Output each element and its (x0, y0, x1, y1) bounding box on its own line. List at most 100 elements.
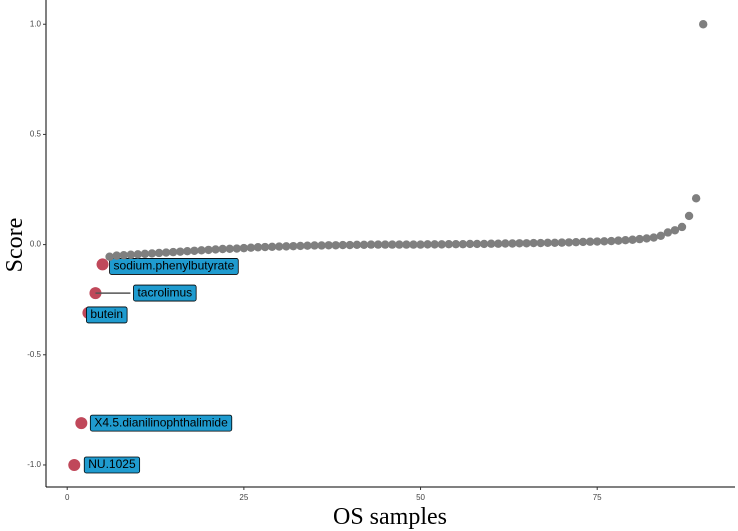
point (317, 241, 326, 250)
x-axis-title: OS samples (333, 504, 447, 530)
point (487, 239, 496, 248)
point (289, 241, 298, 251)
point (225, 244, 234, 253)
point (395, 240, 404, 249)
point (388, 240, 397, 249)
point (373, 240, 383, 249)
x-tick-label: 75 (593, 493, 602, 502)
point-label: NU.1025 (83, 456, 141, 474)
point (204, 245, 213, 255)
point (218, 244, 227, 254)
point (515, 239, 524, 248)
point (614, 236, 623, 245)
point (154, 248, 164, 258)
point (75, 417, 88, 430)
point (176, 247, 185, 256)
point (282, 242, 291, 251)
point (366, 240, 376, 249)
point (183, 247, 192, 256)
point (543, 238, 552, 248)
label-box (133, 284, 197, 302)
point (161, 248, 171, 257)
point (684, 211, 694, 221)
label-box (83, 456, 141, 474)
point (607, 236, 616, 246)
point (239, 243, 249, 253)
point (501, 239, 510, 248)
point (479, 239, 489, 249)
point-label: tacrolimus (95, 284, 197, 302)
point (253, 243, 263, 252)
point (416, 240, 425, 249)
label-box (86, 306, 128, 324)
point (324, 241, 333, 250)
y-tick-label: -1.0 (27, 460, 41, 469)
point (275, 242, 284, 251)
point (472, 239, 482, 249)
point (649, 233, 658, 242)
point (232, 244, 241, 253)
point (133, 250, 143, 259)
x-tick-label: 25 (239, 493, 248, 502)
label-box (109, 258, 239, 275)
point (246, 243, 256, 252)
point (169, 247, 178, 257)
point (628, 235, 637, 244)
point (430, 240, 439, 249)
point (197, 246, 206, 255)
point (112, 251, 121, 260)
label-box (89, 414, 233, 432)
y-axis-title: Score (2, 218, 28, 273)
point-label: X4.5.dianilinophthalimide (89, 414, 233, 432)
point (699, 20, 708, 29)
point (310, 241, 319, 250)
point-label: sodium.phenylbutyrate (109, 258, 239, 275)
y-tick-label: 1.0 (30, 19, 42, 28)
point (557, 238, 567, 247)
point (578, 237, 588, 247)
point (68, 458, 81, 471)
point (451, 239, 461, 249)
point (564, 238, 574, 247)
point (691, 194, 701, 203)
point (635, 234, 644, 244)
point (494, 239, 503, 248)
x-tick-label: 0 (65, 493, 70, 502)
point (211, 245, 220, 254)
point (338, 240, 347, 250)
point (359, 240, 369, 250)
label-text: sodium.phenylbutyrate (114, 259, 235, 273)
point (508, 239, 517, 248)
point (352, 240, 362, 250)
y-tick-label: 0.0 (30, 240, 42, 249)
point (656, 231, 665, 240)
x-tick-label: 50 (416, 493, 425, 502)
point (260, 242, 270, 252)
point (437, 240, 446, 249)
point (409, 240, 418, 249)
point (458, 239, 468, 249)
point (536, 238, 545, 248)
point (529, 238, 538, 248)
y-tick-label: -0.5 (27, 350, 41, 359)
point (96, 258, 109, 271)
point (345, 240, 355, 250)
point (190, 246, 199, 255)
point (465, 239, 475, 249)
point (621, 235, 630, 245)
label-text: butein (90, 307, 123, 321)
point (267, 242, 277, 252)
point (381, 240, 390, 249)
label-text: X4.5.dianilinophthalimide (94, 415, 228, 429)
point (402, 240, 411, 249)
point (571, 237, 581, 247)
point (670, 226, 680, 235)
point (585, 237, 595, 246)
y-tick-label: 0.5 (30, 130, 42, 139)
point (296, 241, 305, 251)
point (119, 250, 128, 260)
point (444, 239, 453, 249)
point (663, 228, 673, 237)
point (105, 252, 114, 261)
